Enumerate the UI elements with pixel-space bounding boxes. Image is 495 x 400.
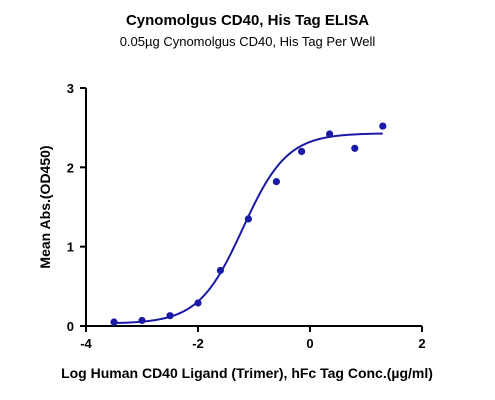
data-point [166, 312, 174, 320]
x-tick-label: 0 [306, 336, 313, 351]
data-point [351, 144, 359, 152]
data-point [298, 147, 306, 156]
data-point [272, 178, 280, 186]
x-tick-label: 2 [418, 336, 425, 351]
fit-curve [113, 132, 383, 325]
x-tick-label: -2 [192, 336, 204, 351]
data-point [138, 316, 146, 325]
y-tick-label: 2 [67, 160, 74, 175]
data-point [326, 130, 334, 138]
data-point [194, 299, 202, 307]
x-axis-title: Log Human CD40 Ligand (Trimer), hFc Tag … [61, 365, 433, 381]
y-tick-label: 0 [67, 319, 74, 334]
y-tick-label: 1 [67, 240, 74, 255]
chart-title: Cynomolgus CD40, His Tag ELISA [125, 12, 370, 29]
data-point [379, 122, 387, 130]
axis-ticks: -4 -2 0 2 0 1 2 3 [67, 81, 426, 351]
data-points [110, 122, 387, 326]
y-axis-title: Mean Abs.(OD450) [37, 145, 53, 268]
data-point [244, 215, 252, 223]
x-tick-label: -4 [80, 336, 92, 351]
y-tick-label: 3 [67, 81, 74, 96]
chart-subtitle: 0.05µg Cynomolgus CD40, His Tag Per Well [119, 34, 376, 49]
data-point [216, 266, 224, 275]
data-point [110, 318, 118, 326]
